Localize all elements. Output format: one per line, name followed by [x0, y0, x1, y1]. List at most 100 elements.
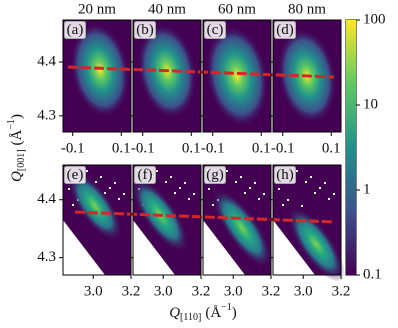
- x-tick-label: -0.1: [201, 140, 225, 156]
- x-tick-label: 3.0: [84, 283, 103, 299]
- intensity-blob: [211, 187, 273, 269]
- panel-label: (g): [206, 167, 224, 183]
- empty-pixel: [156, 170, 158, 172]
- y-tick-label: 4.3: [37, 249, 56, 265]
- empty-pixel: [95, 181, 97, 183]
- column-title: 80 nm: [288, 1, 326, 17]
- panel-frame: [272, 164, 342, 276]
- panel-label: (e): [67, 167, 84, 183]
- fit-line: [74, 210, 335, 224]
- panel-frame: [202, 164, 272, 276]
- y-label-close: ): [9, 114, 25, 119]
- column-title: 20 nm: [78, 1, 116, 17]
- empty-pixel: [208, 188, 210, 190]
- panel-label: (c): [207, 22, 224, 38]
- empty-pixel: [235, 181, 237, 183]
- empty-pixel: [240, 176, 242, 178]
- empty-region: [273, 220, 315, 275]
- empty-pixel: [324, 182, 326, 184]
- colorbar-tick-label: 0.1: [363, 266, 382, 282]
- empty-pixel: [301, 205, 303, 207]
- panel-frame: [62, 164, 132, 276]
- empty-pixel: [296, 170, 298, 172]
- y-label-symbol: Q: [9, 171, 25, 182]
- panel-label-box: [64, 21, 86, 39]
- x-axis-label: Q[110] (Å−1): [169, 302, 237, 323]
- x-tick-label: 0.1: [112, 140, 131, 156]
- empty-pixel: [249, 187, 251, 189]
- empty-region: [133, 220, 175, 275]
- empty-pixel: [314, 192, 316, 194]
- empty-pixel: [193, 193, 195, 195]
- panel-label-box: [274, 166, 296, 184]
- empty-pixel: [118, 198, 120, 200]
- y-label-exponent: −1: [6, 119, 17, 130]
- empty-pixel: [287, 199, 289, 201]
- empty-pixel: [184, 182, 186, 184]
- empty-pixel: [179, 187, 181, 189]
- x-tick-label: 0.1: [182, 140, 201, 156]
- x-tick-label: 0.1: [252, 140, 271, 156]
- colorbar-tick-label: 100: [363, 11, 386, 27]
- colorbar-tick-label: 10: [363, 96, 378, 112]
- empty-pixel: [263, 193, 265, 195]
- empty-pixel: [109, 187, 111, 189]
- empty-pixel: [244, 192, 246, 194]
- panel-label: (a): [67, 22, 84, 38]
- empty-pixel: [278, 188, 280, 190]
- x-tick-label: 3.2: [192, 283, 211, 299]
- panel-frame: [62, 19, 132, 133]
- panel-frame: [272, 19, 342, 133]
- x-label-exponent: −1: [221, 302, 232, 313]
- empty-pixel: [188, 198, 190, 200]
- x-label-unit: (Å: [205, 305, 221, 321]
- empty-pixel: [114, 182, 116, 184]
- empty-region: [63, 220, 105, 275]
- empty-pixel: [254, 182, 256, 184]
- x-label-close: ): [232, 305, 237, 321]
- x-tick-label: 0.1: [322, 140, 341, 156]
- y-label-subscript: [001]: [16, 149, 27, 171]
- x-tick-label: 3.0: [224, 283, 243, 299]
- intensity-blob: [67, 170, 123, 242]
- x-tick-label: -0.1: [131, 140, 155, 156]
- empty-pixel: [165, 181, 167, 183]
- panel-label: (d): [276, 22, 294, 38]
- panel-label: (f): [138, 167, 153, 183]
- colorbar-tick-label: 1: [363, 181, 371, 197]
- x-tick-label: 3.0: [294, 283, 313, 299]
- panel-label-box: [204, 21, 226, 39]
- panel-label-box: [134, 166, 156, 184]
- empty-pixel: [100, 176, 102, 178]
- empty-pixel: [72, 204, 74, 206]
- empty-pixel: [282, 204, 284, 206]
- x-label-symbol: Q: [169, 305, 180, 321]
- panel-label-box: [134, 21, 156, 39]
- intensity-blob: [287, 206, 345, 282]
- panel-label-box: [204, 166, 226, 184]
- empty-pixel: [305, 181, 307, 183]
- x-tick-label: 3.2: [332, 283, 351, 299]
- y-axis-label: Q[001] (Å−1): [6, 114, 27, 182]
- panel-frame: [202, 19, 272, 133]
- x-tick-label: 3.2: [262, 283, 281, 299]
- empty-pixel: [319, 187, 321, 189]
- column-title: 60 nm: [218, 1, 256, 17]
- empty-region: [203, 220, 245, 275]
- empty-pixel: [258, 198, 260, 200]
- column-title: 40 nm: [148, 1, 186, 17]
- x-tick-label: -0.1: [271, 140, 295, 156]
- panel-label-box: [274, 21, 296, 39]
- x-label-subscript: [110]: [180, 312, 201, 323]
- intensity-blob: [205, 25, 269, 127]
- panel-frame: [132, 19, 202, 133]
- empty-pixel: [310, 176, 312, 178]
- panel-label-box: [64, 166, 86, 184]
- y-tick-label: 4.4: [37, 191, 56, 207]
- y-tick-label: 4.4: [37, 53, 56, 69]
- y-tick-label: 4.3: [37, 107, 56, 123]
- empty-pixel: [328, 198, 330, 200]
- panel-label: (b): [136, 22, 154, 38]
- x-tick-label: -0.1: [61, 140, 85, 156]
- empty-pixel: [123, 193, 125, 195]
